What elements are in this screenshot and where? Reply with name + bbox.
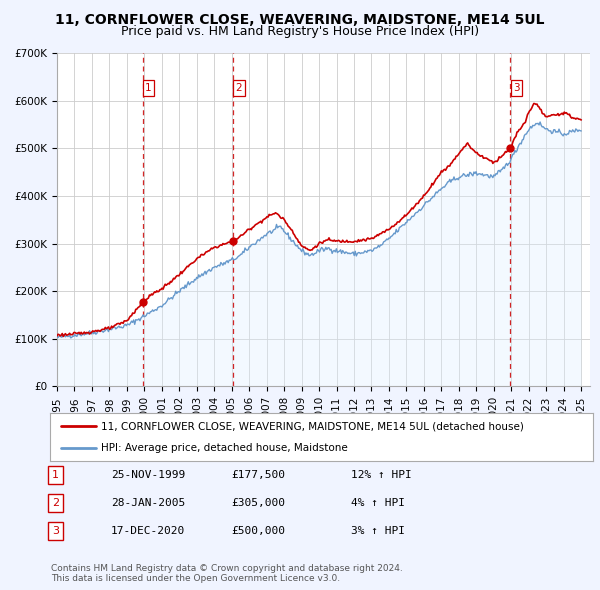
- Text: Contains HM Land Registry data © Crown copyright and database right 2024.: Contains HM Land Registry data © Crown c…: [51, 563, 403, 572]
- Text: £177,500: £177,500: [231, 470, 285, 480]
- Text: HPI: Average price, detached house, Maidstone: HPI: Average price, detached house, Maid…: [101, 443, 348, 453]
- Text: £305,000: £305,000: [231, 498, 285, 507]
- Text: 3% ↑ HPI: 3% ↑ HPI: [351, 526, 405, 536]
- Text: This data is licensed under the Open Government Licence v3.0.: This data is licensed under the Open Gov…: [51, 573, 340, 582]
- Text: 25-NOV-1999: 25-NOV-1999: [111, 470, 185, 480]
- Text: 2: 2: [236, 83, 242, 93]
- Text: 3: 3: [52, 526, 59, 536]
- Text: 11, CORNFLOWER CLOSE, WEAVERING, MAIDSTONE, ME14 5UL (detached house): 11, CORNFLOWER CLOSE, WEAVERING, MAIDSTO…: [101, 421, 524, 431]
- Text: 4% ↑ HPI: 4% ↑ HPI: [351, 498, 405, 507]
- Text: 17-DEC-2020: 17-DEC-2020: [111, 526, 185, 536]
- Text: Price paid vs. HM Land Registry's House Price Index (HPI): Price paid vs. HM Land Registry's House …: [121, 25, 479, 38]
- Text: 1: 1: [145, 83, 152, 93]
- Text: 28-JAN-2005: 28-JAN-2005: [111, 498, 185, 507]
- Text: £500,000: £500,000: [231, 526, 285, 536]
- Text: 3: 3: [513, 83, 520, 93]
- Text: 1: 1: [52, 470, 59, 480]
- Text: 11, CORNFLOWER CLOSE, WEAVERING, MAIDSTONE, ME14 5UL: 11, CORNFLOWER CLOSE, WEAVERING, MAIDSTO…: [55, 13, 545, 27]
- Text: 12% ↑ HPI: 12% ↑ HPI: [351, 470, 412, 480]
- Text: 2: 2: [52, 498, 59, 507]
